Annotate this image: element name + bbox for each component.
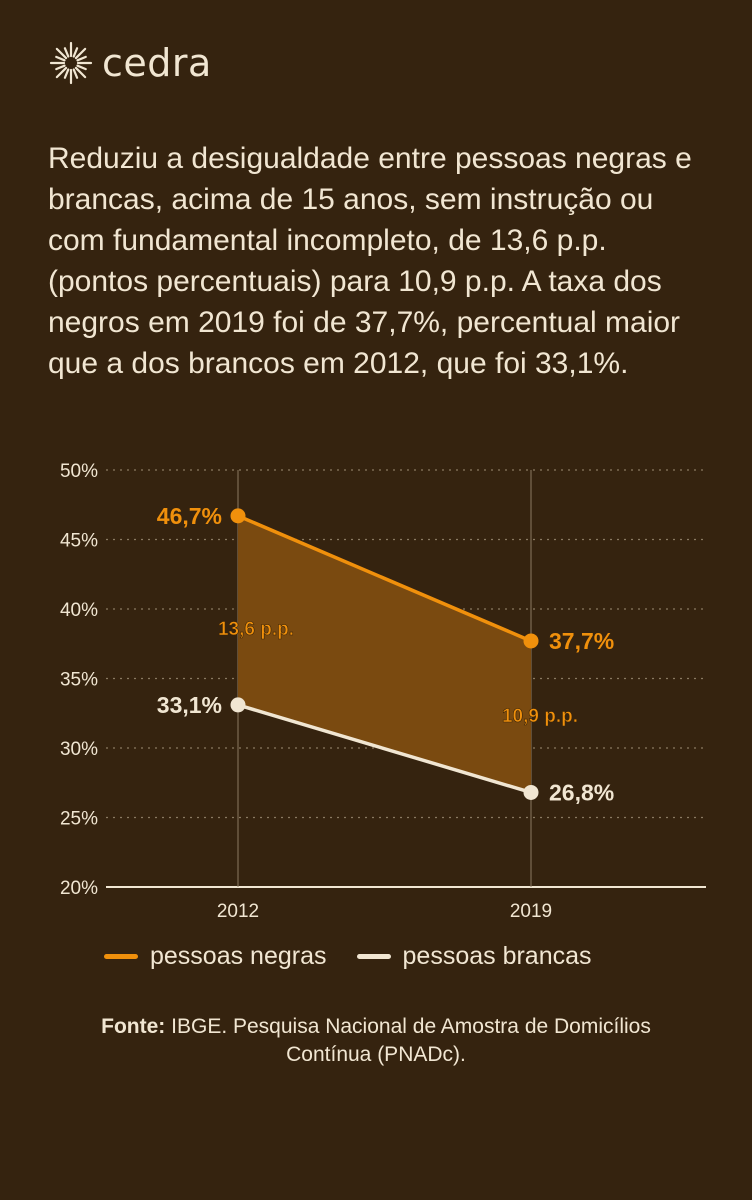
- data-label: 26,8%: [549, 779, 614, 805]
- logo-ray: [63, 47, 70, 58]
- series-lines: [236, 514, 533, 795]
- gap-area: [238, 515, 531, 793]
- y-tick-label: 40%: [60, 600, 98, 621]
- source-text: IBGE. Pesquisa Nacional de Amostra de Do…: [171, 1015, 651, 1066]
- source-label: Fonte:: [101, 1015, 166, 1038]
- logo-ray: [72, 68, 79, 79]
- x-tick-label: 2019: [510, 901, 552, 922]
- y-tick-label: 50%: [60, 461, 98, 482]
- series-line-brancas: [236, 703, 533, 795]
- y-tick-label: 25%: [60, 809, 98, 830]
- logo-ray: [76, 64, 87, 71]
- data-point: [230, 697, 246, 713]
- data-label: 33,1%: [157, 692, 222, 718]
- legend-item-brancas: pessoas brancas: [356, 942, 592, 971]
- legend-label-negras: pessoas negras: [150, 942, 327, 970]
- data-label: 37,7%: [549, 628, 614, 654]
- logo-ray: [55, 66, 68, 79]
- gap-area-layer: [238, 515, 531, 793]
- logo-ray: [74, 47, 87, 60]
- intro-text: Reduziu a desigualdade entre pessoas neg…: [48, 142, 692, 380]
- logo-ray: [72, 47, 79, 58]
- data-labels: 46,7% 37,7% 33,1% 26,8% 13,6 p.p. 10,9 p.p.: [157, 503, 614, 806]
- logo-ray: [63, 68, 70, 79]
- data-label: 46,7%: [157, 503, 222, 529]
- y-tick-label: 30%: [60, 739, 98, 760]
- legend-swatch-negras: [104, 954, 138, 959]
- legend-label-brancas: pessoas brancas: [402, 942, 592, 970]
- legend-item-negras: pessoas negras: [104, 942, 327, 971]
- logo-ray: [55, 47, 68, 60]
- y-tick-label: 20%: [60, 878, 98, 899]
- data-point: [230, 508, 246, 524]
- sunburst-icon: [49, 41, 93, 85]
- logo-ray: [74, 66, 87, 79]
- brand-logo: cedra: [48, 40, 212, 86]
- gap-label: 10,9 p.p.: [502, 706, 578, 727]
- series-points: [230, 508, 539, 800]
- y-tick-label: 45%: [60, 531, 98, 552]
- y-tick-label: 35%: [60, 670, 98, 691]
- series-line-negras: [236, 514, 533, 643]
- logo-ray: [55, 55, 66, 62]
- chart: 20% 25% 30% 35% 40% 45% 50% 2012 2019 46,7% 37,7%…: [60, 461, 706, 922]
- source-note: Fonte: IBGE. Pesquisa Nacional de Amostr…: [60, 1013, 692, 1069]
- data-point: [523, 633, 539, 649]
- legend: pessoas negras pessoas brancas: [104, 942, 622, 971]
- gap-label: 13,6 p.p.: [218, 619, 294, 640]
- legend-swatch-brancas: [356, 954, 391, 959]
- logo-ray: [76, 55, 87, 62]
- data-point: [523, 784, 539, 800]
- logo-ray: [55, 64, 66, 71]
- brand-name: cedra: [102, 41, 212, 85]
- x-tick-label: 2012: [217, 901, 259, 922]
